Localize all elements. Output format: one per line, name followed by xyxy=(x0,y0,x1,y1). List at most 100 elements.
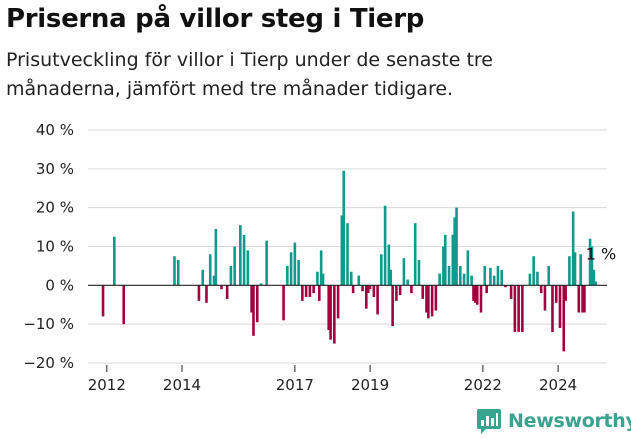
bar xyxy=(588,238,592,286)
bar xyxy=(521,285,524,332)
bar xyxy=(342,170,346,286)
bar xyxy=(425,285,428,313)
bar xyxy=(197,285,201,301)
bar xyxy=(562,285,566,352)
bar xyxy=(594,281,598,286)
bar xyxy=(496,265,500,286)
y-tick-label: 0 % xyxy=(45,276,74,294)
bar xyxy=(443,234,447,286)
bar xyxy=(573,252,577,286)
bar xyxy=(583,285,586,313)
bar xyxy=(554,285,558,303)
bar xyxy=(504,285,507,288)
bar xyxy=(319,250,323,286)
bar xyxy=(453,217,456,286)
bar xyxy=(336,285,340,319)
bar xyxy=(301,285,304,301)
bar xyxy=(212,275,216,286)
bar xyxy=(547,265,551,286)
bar xyxy=(442,246,445,286)
bar xyxy=(410,285,413,294)
y-tick-label: 20 % xyxy=(36,199,74,217)
bar xyxy=(242,234,246,286)
bar xyxy=(372,285,376,297)
bar xyxy=(427,285,430,319)
bar xyxy=(517,285,520,332)
bar xyxy=(528,273,532,286)
bar xyxy=(340,215,344,286)
bar xyxy=(543,285,547,311)
bar xyxy=(475,285,479,305)
bar xyxy=(447,265,451,286)
bar xyxy=(568,256,571,286)
bar xyxy=(577,285,581,313)
y-tick-label: 10 % xyxy=(36,238,74,256)
bar xyxy=(489,267,492,286)
bar xyxy=(479,285,483,313)
bar xyxy=(113,236,116,286)
bar xyxy=(321,273,325,286)
bars xyxy=(101,170,598,352)
bar xyxy=(417,260,421,286)
bar xyxy=(398,285,402,296)
bar xyxy=(366,285,370,294)
bar xyxy=(351,285,355,294)
bar xyxy=(509,285,513,299)
bar xyxy=(329,285,332,340)
bar xyxy=(474,285,477,303)
bar xyxy=(459,265,462,286)
bar xyxy=(304,285,308,297)
bar xyxy=(406,279,409,286)
bar xyxy=(590,246,594,286)
bar xyxy=(455,207,458,286)
bar xyxy=(357,275,361,286)
chart-subtitle: Prisutveckling för villor i Tierp under … xyxy=(6,49,493,100)
bar xyxy=(208,254,212,286)
bar xyxy=(376,285,379,315)
bar xyxy=(327,285,330,330)
bar xyxy=(365,285,368,309)
bar xyxy=(466,250,470,286)
bar xyxy=(485,285,488,294)
y-tick-label: −10 % xyxy=(23,315,74,333)
bar xyxy=(579,254,582,286)
bar xyxy=(430,285,434,317)
bar xyxy=(551,285,554,332)
bar xyxy=(297,260,300,286)
bar xyxy=(395,285,398,301)
bar xyxy=(361,285,364,292)
bar xyxy=(389,269,393,286)
bar xyxy=(592,269,596,286)
bar xyxy=(201,269,205,286)
bar xyxy=(293,242,297,286)
bar xyxy=(333,285,336,344)
bar xyxy=(233,246,236,286)
x-tick-label: 2012 xyxy=(88,376,126,394)
bar xyxy=(265,240,268,286)
bar xyxy=(368,285,372,290)
bar xyxy=(282,285,285,321)
chart-title: Priserna på villor steg i Tierp xyxy=(6,4,425,34)
bar xyxy=(391,285,394,327)
latest-value-label: 1 % xyxy=(586,244,616,263)
bar xyxy=(387,244,391,286)
bar xyxy=(421,285,425,299)
bar xyxy=(308,285,312,297)
x-tick-label: 2022 xyxy=(464,376,502,394)
bar xyxy=(472,285,475,301)
bar xyxy=(220,285,223,290)
bar xyxy=(500,269,503,286)
bar xyxy=(255,285,259,323)
bar xyxy=(402,258,406,286)
bar xyxy=(571,211,575,286)
bar xyxy=(122,285,126,325)
bar xyxy=(536,271,539,286)
bar xyxy=(214,229,218,286)
x-tick-label: 2017 xyxy=(276,376,314,394)
bar xyxy=(250,285,253,313)
bar xyxy=(483,265,487,286)
y-tick-label: 30 % xyxy=(36,160,74,178)
x-axis-ticks: 2012 2014 2017 2019 2022 2024 xyxy=(88,365,577,394)
bar xyxy=(316,271,319,286)
